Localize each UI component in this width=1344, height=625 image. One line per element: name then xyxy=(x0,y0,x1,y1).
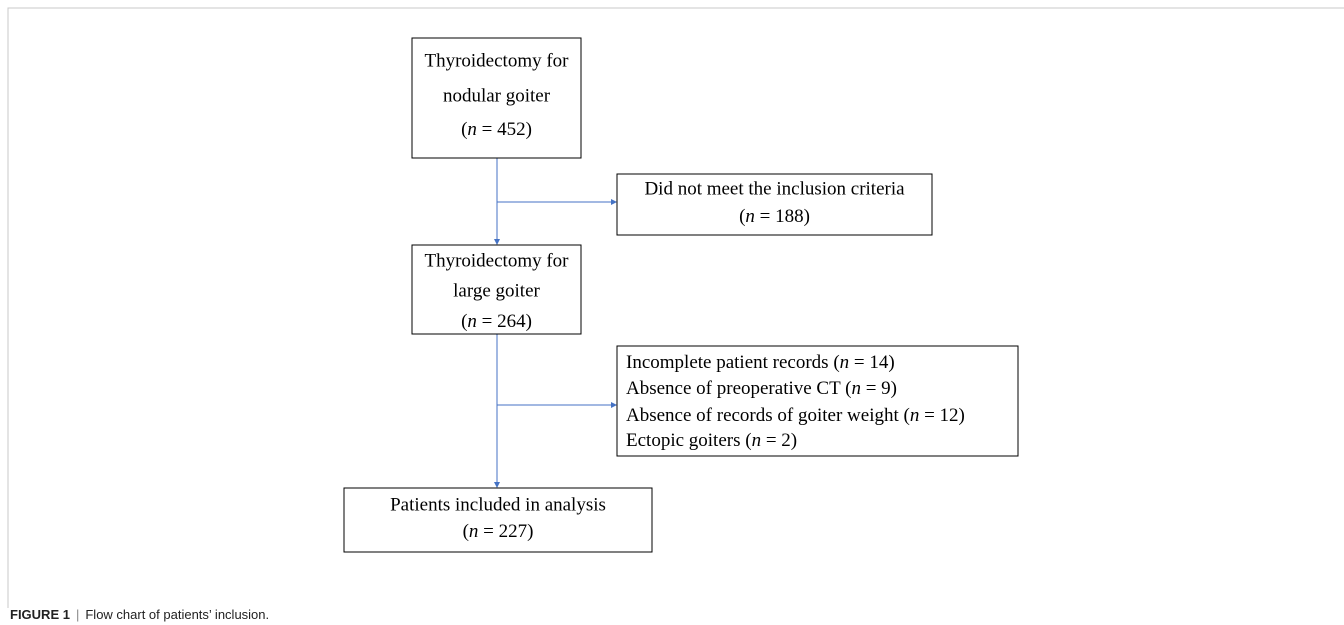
node-text: Thyroidectomy for xyxy=(424,50,569,71)
node-box xyxy=(411,244,582,335)
caption-separator: | xyxy=(76,607,79,622)
caption: FIGURE 1 | Flow chart of patients’ inclusi… xyxy=(10,607,269,622)
node-text: (n = 188) xyxy=(739,206,810,227)
node-box xyxy=(616,173,933,236)
node-text: Patients included in analysis xyxy=(390,494,606,515)
caption-text: Flow chart of patients’ inclusion. xyxy=(85,607,269,622)
caption-label: FIGURE 1 xyxy=(10,607,70,622)
node-text: Absence of records of goiter weight (n =… xyxy=(626,405,965,426)
node-box xyxy=(616,345,1019,457)
node-text: Ectopic goiters (n = 2) xyxy=(626,430,797,451)
node-text: nodular goiter xyxy=(443,85,551,106)
node-text: Absence of preoperative CT (n = 9) xyxy=(626,378,897,399)
node-box xyxy=(411,37,582,159)
node-text: large goiter xyxy=(453,280,540,301)
frame xyxy=(7,7,1344,608)
node-box xyxy=(343,487,653,553)
nodes: Thyroidectomy for nodular goiter (n = 452)… xyxy=(343,37,1019,553)
node-text: Thyroidectomy for xyxy=(424,250,569,271)
node-text: (n = 264) xyxy=(461,311,532,332)
node-text: (n = 452) xyxy=(461,119,532,140)
node-text: Incomplete patient records (n = 14) xyxy=(626,352,895,373)
node-text: Did not meet the inclusion criteria xyxy=(644,178,905,199)
node-text: (n = 227) xyxy=(463,521,534,542)
